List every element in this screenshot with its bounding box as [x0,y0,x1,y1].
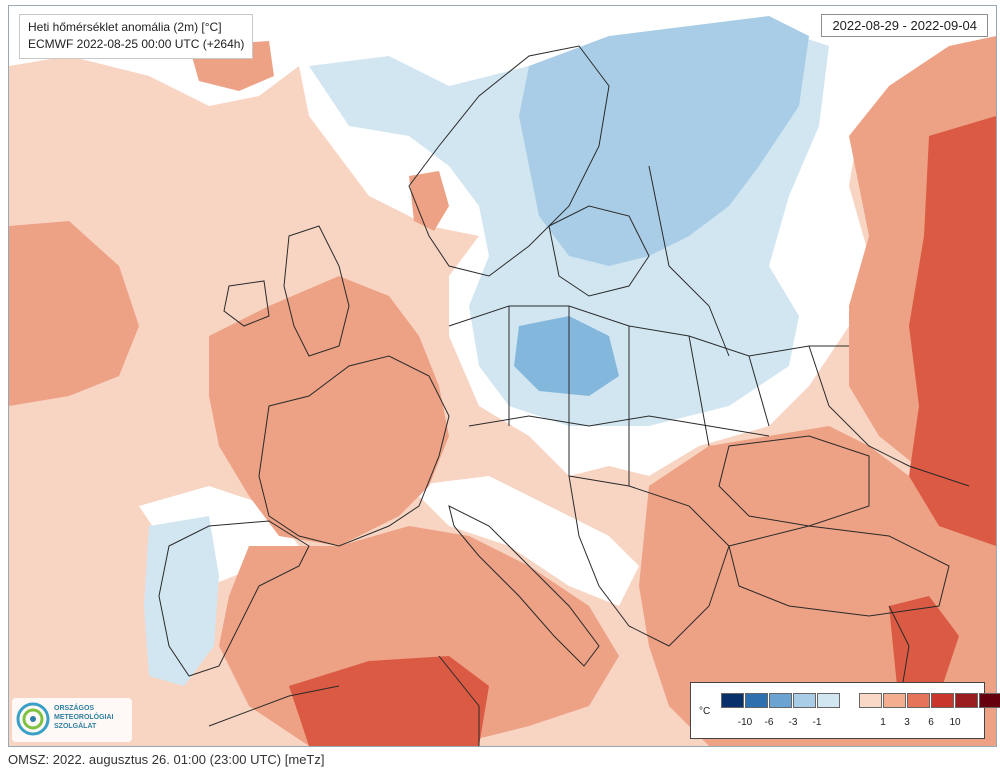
legend-tick-label: 10 [949,717,961,728]
legend-tick-label: 6 [928,717,934,728]
legend-tick-label: -10 [737,717,753,728]
country-borders [158,45,970,746]
border-central-europe-3 [508,306,710,486]
legend-swatch-warm-4 [955,693,978,708]
legend-tick-label: 3 [904,717,910,728]
coastline-uk [283,225,350,357]
forecast-map: Heti hőmérséklet anomália (2m) [°C] ECMW… [8,5,997,747]
anomaly-field-cold-poland [514,316,619,396]
legend-swatch-warm-0 [859,693,882,708]
legend-tick-label: 1 [880,717,886,728]
color-legend: °C -10 -6 -3 -1 1 3 6 10 [690,682,1000,739]
anomaly-field-warm-france [209,276,449,546]
border-east [648,165,970,487]
anomaly-map-canvas [9,6,996,746]
coastline-baltic [548,205,650,297]
coastline-france [258,355,450,547]
legend-swatch-cold-0 [721,693,744,708]
anomaly-field-light-cold-iberia [144,516,219,686]
legend-swatch-warm-1 [883,693,906,708]
legend-swatch-cold-4 [817,693,840,708]
anomaly-field-hot-russia [909,116,996,546]
omsz-logo-icon [16,702,50,736]
coastline-turkey [728,525,950,617]
legend-swatch-warm-3 [931,693,954,708]
anomaly-field-warm-scandinavia-west [409,171,449,231]
legend-swatch-warm-2 [907,693,930,708]
legend-tick-label: -6 [764,717,774,728]
coastline-italy [448,505,600,667]
legend-unit: °C [699,706,711,717]
date-range-label: 2022-08-29 - 2022-09-04 [821,14,988,37]
omsz-logo-text: ORSZÁGOS METEOROLÓGIAI SZOLGÁLAT [54,704,134,731]
omsz-logo: ORSZÁGOS METEOROLÓGIAI SZOLGÁLAT [12,698,132,742]
legend-swatch-warm-5 [979,693,1000,708]
logo-line-1: ORSZÁGOS [54,705,95,712]
model-run-label: ECMWF 2022-08-25 00:00 UTC (+264h) [28,37,245,51]
map-title: Heti hőmérséklet anomália (2m) [°C] [28,20,222,34]
footer-credit: OMSZ: 2022. augusztus 26. 01:00 (23:00 U… [8,752,325,767]
anomaly-field-hot-north-africa [289,656,489,746]
anomaly-field-warm-west-atlantic [9,221,139,406]
anomaly-field-hot-middle-east [889,596,959,706]
anomaly-field-neutral-mediterranean [409,476,639,606]
legend-tick-label: -1 [812,717,822,728]
legend-swatch-cold-3 [793,693,816,708]
logo-line-2: METEOROLÓGIAI [54,714,114,721]
anomaly-field-cold-scandinavia [519,16,809,266]
legend-swatch-cold-2 [769,693,792,708]
border-central-europe-2 [468,415,770,437]
legend-swatch-cold-1 [745,693,768,708]
border-north-africa [208,655,480,746]
border-central-europe [448,305,849,357]
map-title-box: Heti hőmérséklet anomália (2m) [°C] ECMW… [19,14,254,59]
coastline-ireland [223,280,270,327]
coastline-iberia [158,520,310,677]
logo-line-3: SZOLGÁLAT [54,723,97,730]
legend-tick-label: -3 [788,717,798,728]
coastline-balkans [568,475,730,647]
coastline-black-sea [718,435,870,527]
coastline-scandinavia [408,45,610,277]
